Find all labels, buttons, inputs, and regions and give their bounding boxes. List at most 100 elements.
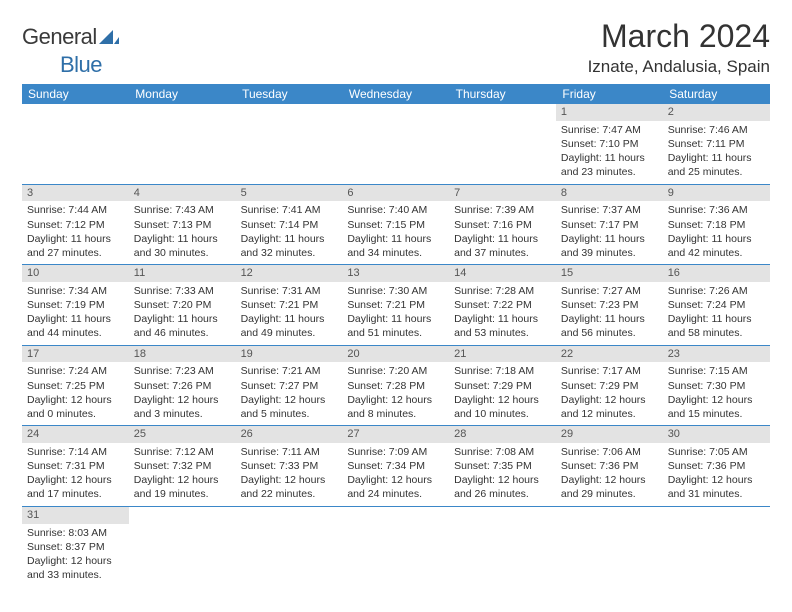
daylight-line: Daylight: 12 hours and 10 minutes. [454, 393, 551, 421]
day-number: 10 [22, 265, 129, 282]
sunrise-line: Sunrise: 7:05 AM [668, 445, 765, 459]
sunset-line: Sunset: 7:16 PM [454, 218, 551, 232]
day-number: 19 [236, 346, 343, 363]
sunset-line: Sunset: 7:29 PM [561, 379, 658, 393]
sunrise-line: Sunrise: 7:37 AM [561, 203, 658, 217]
daylight-line: Daylight: 11 hours and 49 minutes. [241, 312, 338, 340]
calendar-cell: 2Sunrise: 7:46 AMSunset: 7:11 PMDaylight… [663, 104, 770, 184]
calendar-cell: 17Sunrise: 7:24 AMSunset: 7:25 PMDayligh… [22, 345, 129, 426]
sunset-line: Sunset: 7:15 PM [347, 218, 444, 232]
sunrise-line: Sunrise: 7:14 AM [27, 445, 124, 459]
day-number: 1 [556, 104, 663, 121]
calendar-row: 17Sunrise: 7:24 AMSunset: 7:25 PMDayligh… [22, 345, 770, 426]
calendar-cell: 31Sunrise: 8:03 AMSunset: 8:37 PMDayligh… [22, 506, 129, 586]
day-details: Sunrise: 7:31 AMSunset: 7:21 PMDaylight:… [236, 282, 343, 345]
daylight-line: Daylight: 12 hours and 33 minutes. [27, 554, 124, 582]
calendar-row: 1Sunrise: 7:47 AMSunset: 7:10 PMDaylight… [22, 104, 770, 184]
calendar-cell: 5Sunrise: 7:41 AMSunset: 7:14 PMDaylight… [236, 184, 343, 265]
daylight-line: Daylight: 11 hours and 42 minutes. [668, 232, 765, 260]
sunset-line: Sunset: 7:19 PM [27, 298, 124, 312]
day-details: Sunrise: 7:46 AMSunset: 7:11 PMDaylight:… [663, 121, 770, 184]
sunset-line: Sunset: 7:14 PM [241, 218, 338, 232]
day-details: Sunrise: 7:41 AMSunset: 7:14 PMDaylight:… [236, 201, 343, 264]
calendar-cell [236, 104, 343, 184]
logo: GeneralBlue [22, 24, 119, 78]
daylight-line: Daylight: 11 hours and 51 minutes. [347, 312, 444, 340]
daylight-line: Daylight: 12 hours and 5 minutes. [241, 393, 338, 421]
calendar-cell: 9Sunrise: 7:36 AMSunset: 7:18 PMDaylight… [663, 184, 770, 265]
sunrise-line: Sunrise: 7:41 AM [241, 203, 338, 217]
daylight-line: Daylight: 11 hours and 23 minutes. [561, 151, 658, 179]
location: Iznate, Andalusia, Spain [588, 57, 770, 77]
day-number: 2 [663, 104, 770, 121]
day-number: 26 [236, 426, 343, 443]
day-number: 3 [22, 185, 129, 202]
calendar-cell: 19Sunrise: 7:21 AMSunset: 7:27 PMDayligh… [236, 345, 343, 426]
sunrise-line: Sunrise: 7:34 AM [27, 284, 124, 298]
sunrise-line: Sunrise: 7:20 AM [347, 364, 444, 378]
sunset-line: Sunset: 7:10 PM [561, 137, 658, 151]
sunset-line: Sunset: 7:35 PM [454, 459, 551, 473]
sunset-line: Sunset: 7:21 PM [241, 298, 338, 312]
sunrise-line: Sunrise: 7:46 AM [668, 123, 765, 137]
daylight-line: Daylight: 12 hours and 17 minutes. [27, 473, 124, 501]
day-details: Sunrise: 7:24 AMSunset: 7:25 PMDaylight:… [22, 362, 129, 425]
sunset-line: Sunset: 7:34 PM [347, 459, 444, 473]
sunset-line: Sunset: 7:36 PM [561, 459, 658, 473]
calendar-cell [342, 506, 449, 586]
daylight-line: Daylight: 12 hours and 24 minutes. [347, 473, 444, 501]
day-details: Sunrise: 7:33 AMSunset: 7:20 PMDaylight:… [129, 282, 236, 345]
day-number: 4 [129, 185, 236, 202]
day-details: Sunrise: 7:23 AMSunset: 7:26 PMDaylight:… [129, 362, 236, 425]
month-title: March 2024 [588, 18, 770, 55]
sunrise-line: Sunrise: 7:44 AM [27, 203, 124, 217]
calendar-cell: 11Sunrise: 7:33 AMSunset: 7:20 PMDayligh… [129, 265, 236, 346]
calendar-cell: 10Sunrise: 7:34 AMSunset: 7:19 PMDayligh… [22, 265, 129, 346]
calendar-body: 1Sunrise: 7:47 AMSunset: 7:10 PMDaylight… [22, 104, 770, 586]
daylight-line: Daylight: 12 hours and 31 minutes. [668, 473, 765, 501]
sunrise-line: Sunrise: 7:30 AM [347, 284, 444, 298]
calendar-row: 31Sunrise: 8:03 AMSunset: 8:37 PMDayligh… [22, 506, 770, 586]
day-details: Sunrise: 7:08 AMSunset: 7:35 PMDaylight:… [449, 443, 556, 506]
day-number: 5 [236, 185, 343, 202]
daylight-line: Daylight: 11 hours and 37 minutes. [454, 232, 551, 260]
daylight-line: Daylight: 12 hours and 22 minutes. [241, 473, 338, 501]
calendar-cell: 6Sunrise: 7:40 AMSunset: 7:15 PMDaylight… [342, 184, 449, 265]
day-number: 21 [449, 346, 556, 363]
day-details: Sunrise: 7:27 AMSunset: 7:23 PMDaylight:… [556, 282, 663, 345]
sunrise-line: Sunrise: 7:24 AM [27, 364, 124, 378]
daylight-line: Daylight: 12 hours and 19 minutes. [134, 473, 231, 501]
logo-text-2: Blue [60, 52, 102, 77]
sunrise-line: Sunrise: 7:18 AM [454, 364, 551, 378]
sunset-line: Sunset: 7:25 PM [27, 379, 124, 393]
day-details: Sunrise: 7:40 AMSunset: 7:15 PMDaylight:… [342, 201, 449, 264]
day-number: 20 [342, 346, 449, 363]
calendar-cell: 12Sunrise: 7:31 AMSunset: 7:21 PMDayligh… [236, 265, 343, 346]
sunrise-line: Sunrise: 7:26 AM [668, 284, 765, 298]
day-details: Sunrise: 8:03 AMSunset: 8:37 PMDaylight:… [22, 524, 129, 587]
calendar-cell: 28Sunrise: 7:08 AMSunset: 7:35 PMDayligh… [449, 426, 556, 507]
calendar-cell: 23Sunrise: 7:15 AMSunset: 7:30 PMDayligh… [663, 345, 770, 426]
sunset-line: Sunset: 7:33 PM [241, 459, 338, 473]
day-details: Sunrise: 7:36 AMSunset: 7:18 PMDaylight:… [663, 201, 770, 264]
day-number: 27 [342, 426, 449, 443]
day-details: Sunrise: 7:21 AMSunset: 7:27 PMDaylight:… [236, 362, 343, 425]
day-number: 30 [663, 426, 770, 443]
day-details: Sunrise: 7:39 AMSunset: 7:16 PMDaylight:… [449, 201, 556, 264]
calendar-cell: 20Sunrise: 7:20 AMSunset: 7:28 PMDayligh… [342, 345, 449, 426]
weekday-header: Friday [556, 84, 663, 104]
day-details: Sunrise: 7:26 AMSunset: 7:24 PMDaylight:… [663, 282, 770, 345]
calendar-cell [129, 104, 236, 184]
calendar-cell: 25Sunrise: 7:12 AMSunset: 7:32 PMDayligh… [129, 426, 236, 507]
sunrise-line: Sunrise: 7:43 AM [134, 203, 231, 217]
calendar-cell: 1Sunrise: 7:47 AMSunset: 7:10 PMDaylight… [556, 104, 663, 184]
day-number: 17 [22, 346, 129, 363]
daylight-line: Daylight: 11 hours and 46 minutes. [134, 312, 231, 340]
sunset-line: Sunset: 7:20 PM [134, 298, 231, 312]
sunrise-line: Sunrise: 7:15 AM [668, 364, 765, 378]
day-number: 29 [556, 426, 663, 443]
calendar-cell: 29Sunrise: 7:06 AMSunset: 7:36 PMDayligh… [556, 426, 663, 507]
daylight-line: Daylight: 11 hours and 30 minutes. [134, 232, 231, 260]
sunset-line: Sunset: 7:31 PM [27, 459, 124, 473]
sunset-line: Sunset: 7:26 PM [134, 379, 231, 393]
